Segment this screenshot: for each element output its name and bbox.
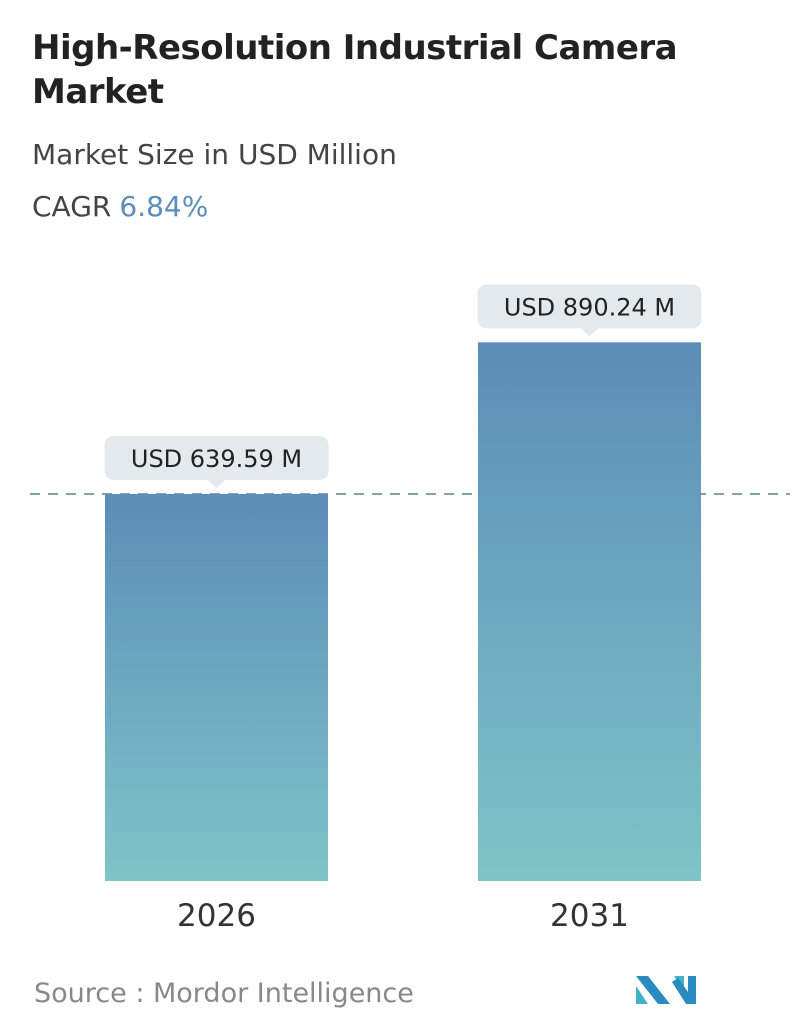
- mordor-logo-icon: [636, 976, 696, 1004]
- bar-2031: [478, 342, 701, 882]
- x-tick-label: 2031: [550, 898, 629, 934]
- chart-title: High-Resolution Industrial Camera Market: [32, 28, 678, 112]
- cagr-value: 6.84%: [119, 190, 209, 223]
- cagr-label: CAGR: [32, 190, 112, 223]
- data-label-pointer: [207, 480, 226, 488]
- bar-2026: [105, 494, 328, 881]
- x-tick-label: 2026: [177, 898, 256, 934]
- cagr: CAGR 6.84%: [32, 190, 208, 223]
- data-label-bg: [104, 436, 329, 480]
- bar-chart: USD 639.59 M 2026 USD 890.24 M 2031: [30, 284, 790, 934]
- data-label-bg: [477, 284, 702, 329]
- data-label: USD 639.59 M: [131, 445, 302, 473]
- data-label-pointer: [580, 328, 599, 337]
- data-label: USD 890.24 M: [504, 293, 675, 321]
- chart-subtitle: Market Size in USD Million: [32, 138, 397, 171]
- source-text: Source : Mordor Intelligence: [34, 978, 414, 1009]
